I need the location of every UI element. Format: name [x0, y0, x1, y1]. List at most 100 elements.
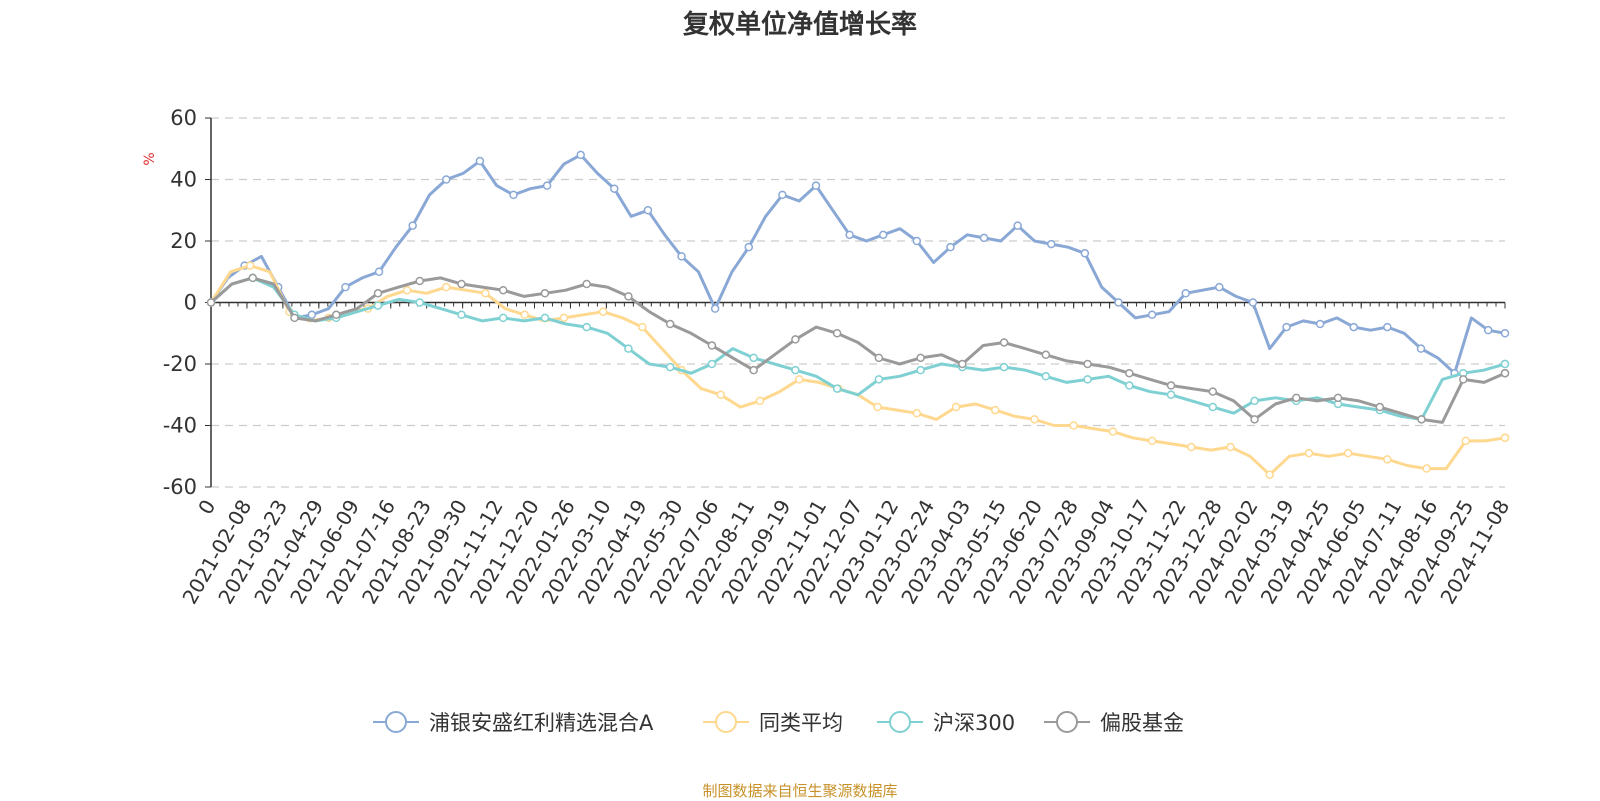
data-point — [912, 408, 922, 418]
data-point — [878, 230, 888, 240]
legend-label: 沪深300 — [933, 711, 1015, 735]
legend-item-1: 浦银安盛红利精选混合A — [373, 711, 654, 735]
legend-label: 浦银安盛红利精选混合A — [429, 711, 654, 735]
data-point — [374, 267, 384, 276]
data-point — [1166, 390, 1176, 399]
data-point — [408, 221, 417, 230]
data-point — [509, 190, 518, 200]
legend-label: 偏股基金 — [1100, 711, 1184, 735]
data-point — [206, 298, 216, 307]
data-point — [958, 359, 967, 369]
data-point — [520, 310, 529, 320]
data-point — [946, 242, 955, 252]
legend-item-4: 偏股基金 — [1044, 711, 1184, 735]
data-point — [481, 289, 490, 298]
data-point — [1417, 415, 1426, 424]
data-point — [457, 279, 466, 289]
data-point — [307, 310, 317, 320]
data-point — [916, 365, 925, 375]
data-point — [665, 362, 675, 372]
data-point — [1500, 368, 1510, 378]
data-point — [744, 242, 754, 252]
legend: 浦银安盛红利精选混合A 同类平均 沪深300 偏股基金 — [373, 711, 1184, 735]
data-point — [1041, 372, 1051, 381]
data-point — [1483, 325, 1493, 335]
data-point — [999, 362, 1009, 372]
data-point — [1333, 393, 1343, 403]
axes: 6040200-20-40-60%02021-02-082021-03-2320… — [142, 106, 1514, 608]
data-point — [542, 181, 552, 190]
data-point — [916, 353, 925, 363]
data-point — [1080, 249, 1090, 258]
data-point — [415, 298, 424, 307]
data-point — [1383, 455, 1392, 464]
legend-marker-icon — [1056, 711, 1078, 733]
data-point — [874, 353, 884, 363]
data-point — [999, 338, 1009, 347]
x-tick-label: 0 — [193, 496, 220, 519]
data-point — [457, 310, 466, 320]
legend-marker-icon — [385, 711, 407, 733]
data-point — [1013, 221, 1022, 230]
data-point — [677, 252, 686, 261]
y-tick-label: 40 — [170, 168, 197, 192]
series-line — [210, 276, 1506, 424]
data-point — [873, 402, 882, 412]
data-point — [794, 375, 804, 384]
data-point — [1459, 375, 1468, 384]
data-point — [1265, 470, 1274, 479]
data-point — [624, 292, 633, 301]
data-point — [979, 233, 989, 243]
data-point — [1500, 433, 1510, 443]
series-layer — [206, 150, 1510, 479]
series-line — [209, 153, 1506, 375]
data-point — [811, 181, 821, 190]
data-point — [1208, 402, 1218, 412]
y-tick-label: 0 — [184, 291, 197, 315]
data-point — [912, 236, 922, 246]
data-point — [559, 313, 569, 323]
series-2 — [206, 261, 1510, 479]
data-point — [1114, 298, 1123, 307]
data-point — [778, 190, 787, 200]
data-point — [1304, 448, 1314, 458]
data-point — [331, 310, 341, 320]
series-4 — [206, 273, 1510, 424]
data-point — [1383, 322, 1392, 332]
data-point — [1282, 322, 1291, 332]
data-point — [990, 405, 1000, 415]
data-point — [665, 319, 675, 329]
data-point — [290, 313, 299, 323]
data-point — [1125, 381, 1134, 390]
data-point — [1215, 282, 1224, 292]
data-point — [540, 313, 550, 323]
data-point — [624, 344, 633, 353]
data-point — [1187, 442, 1196, 452]
data-point — [1250, 415, 1259, 424]
y-tick-label: 20 — [170, 229, 197, 253]
data-point — [498, 285, 508, 295]
data-point — [1166, 381, 1176, 390]
data-point — [373, 289, 383, 298]
data-point — [1416, 344, 1426, 353]
data-point — [475, 156, 485, 166]
data-point — [707, 341, 717, 350]
data-point — [415, 276, 424, 286]
data-point — [341, 282, 350, 292]
data-point — [373, 301, 383, 310]
data-point — [1315, 319, 1325, 329]
data-point — [1461, 436, 1471, 446]
data-point — [791, 335, 800, 344]
data-point — [442, 175, 451, 184]
legend-marker-icon — [889, 711, 911, 733]
data-point — [1226, 442, 1235, 452]
data-point — [1047, 239, 1056, 249]
data-point — [1125, 368, 1134, 378]
data-point — [1181, 289, 1190, 298]
y-tick-label: 60 — [170, 106, 197, 130]
data-point — [951, 402, 961, 412]
data-point — [716, 390, 726, 399]
data-point — [582, 322, 591, 332]
data-point — [755, 396, 765, 406]
data-point — [1030, 415, 1039, 424]
